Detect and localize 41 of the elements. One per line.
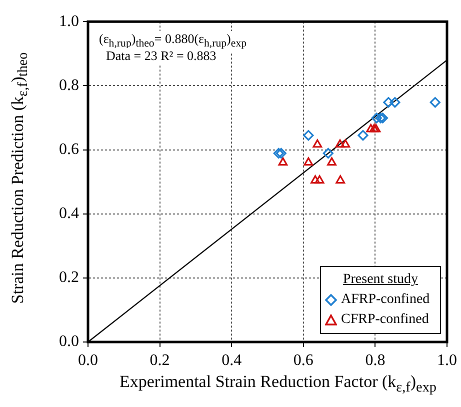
point [310, 175, 320, 184]
y-tick-label: 0.8 [59, 76, 79, 94]
y-tick-label: 0.0 [59, 333, 79, 350]
x-tick-label: 0.8 [365, 352, 386, 369]
point [304, 157, 314, 166]
point [390, 97, 400, 108]
point [375, 112, 386, 124]
x-axis-title: Experimental Strain Reduction Factor (k$_{ε,f}$)$_{exp}$ [118, 372, 438, 396]
y-tick-label: 0.4 [59, 205, 79, 222]
y-tick-label: 0.6 [59, 140, 79, 158]
point [322, 148, 334, 159]
point [366, 124, 376, 132]
point [430, 97, 440, 108]
x-tick-label: 0.6 [293, 352, 314, 369]
legend-label: CFRP-confined [341, 311, 429, 329]
point [383, 97, 394, 108]
point [276, 148, 286, 159]
point [273, 148, 284, 159]
annotation: (ε$_{h,rup}$)$_{theo}$= 0.880(ε$_{h,rup}$)$_{exp}$ [99, 31, 247, 50]
point [327, 157, 336, 166]
point [371, 124, 381, 132]
annotation: Data = 23 R² = 0.883 [105, 48, 218, 64]
point [278, 157, 288, 166]
point [335, 139, 345, 148]
point [358, 130, 368, 141]
point [369, 124, 379, 132]
point [336, 175, 346, 184]
x-tick-label: 0.4 [222, 352, 242, 369]
legend-title: Present study [342, 271, 420, 289]
x-tick-label: 0.0 [78, 352, 98, 369]
point [314, 175, 324, 184]
point [371, 112, 382, 124]
y-tick-label: 1.0 [59, 12, 79, 30]
point [377, 112, 388, 124]
point [312, 139, 322, 148]
legend-label: AFRP-confined [341, 291, 430, 309]
x-tick-label: 1.0 [437, 352, 457, 369]
point [340, 139, 350, 148]
x-tick-label: 0.2 [150, 352, 170, 369]
point [303, 130, 314, 141]
y-tick-label: 0.2 [59, 269, 79, 286]
